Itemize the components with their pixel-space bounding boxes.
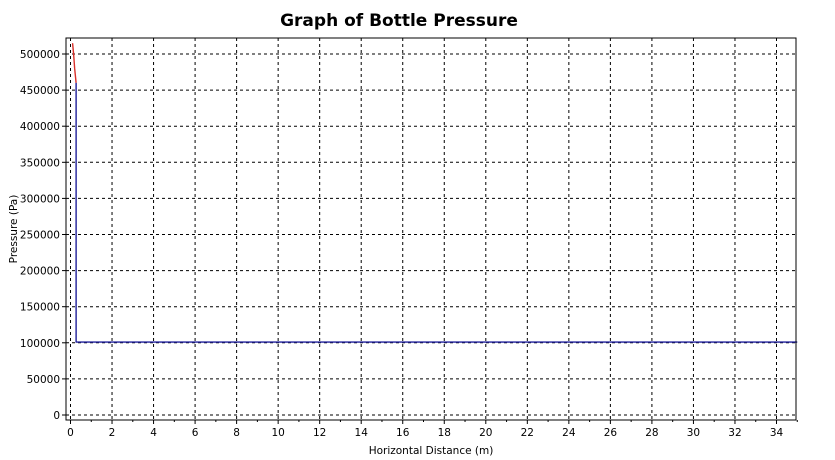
y-tick-label: 0 [53, 410, 60, 422]
x-tick-label: 20 [479, 427, 492, 439]
y-tick-label: 50000 [27, 374, 60, 386]
x-tick-label: 28 [645, 427, 658, 439]
x-tick-label: 24 [562, 427, 576, 439]
y-axis: 0 50000 100000 150000 200000 250000 300000 3500… [20, 49, 66, 422]
series-line-1 [71, 43, 77, 83]
y-tick-label: 250000 [20, 230, 60, 242]
x-tick-label: 26 [604, 427, 618, 439]
x-tick-label: 12 [313, 427, 326, 439]
y-tick-label: 350000 [20, 157, 60, 169]
y-tick-label: 150000 [20, 302, 60, 314]
x-tick-label: 10 [271, 427, 284, 439]
x-tick-label: 6 [192, 427, 199, 439]
x-tick-label: 2 [109, 427, 116, 439]
x-tick-label: 18 [438, 427, 451, 439]
y-tick-label: 400000 [20, 121, 60, 133]
x-axis: 0 2 4 6 8 10 12 14 16 18 20 22 24 26 28 30 32 34 [67, 420, 798, 439]
y-tick-label: 300000 [20, 193, 60, 205]
x-tick-label: 34 [770, 427, 784, 439]
y-tick-label: 500000 [20, 49, 60, 61]
y-axis-label: Pressure (Pa) [8, 195, 20, 264]
x-tick-label: 8 [233, 427, 240, 439]
x-tick-label: 4 [150, 427, 157, 439]
y-tick-label: 100000 [20, 338, 60, 350]
plot-area-frame [65, 37, 797, 421]
x-tick-label: 30 [687, 427, 700, 439]
y-tick-label: 200000 [20, 266, 60, 278]
x-tick-label: 22 [521, 427, 534, 439]
x-tick-label: 0 [67, 427, 74, 439]
x-tick-label: 16 [396, 427, 410, 439]
x-axis-label: Horizontal Distance (m) [369, 445, 494, 457]
x-tick-label: 14 [355, 427, 369, 439]
chart-title: Graph of Bottle Pressure [280, 11, 518, 31]
series-line-2 [75, 82, 798, 343]
x-tick-label: 32 [728, 427, 741, 439]
gridlines [66, 38, 796, 420]
y-tick-label: 450000 [20, 85, 60, 97]
series-layer [71, 43, 798, 343]
